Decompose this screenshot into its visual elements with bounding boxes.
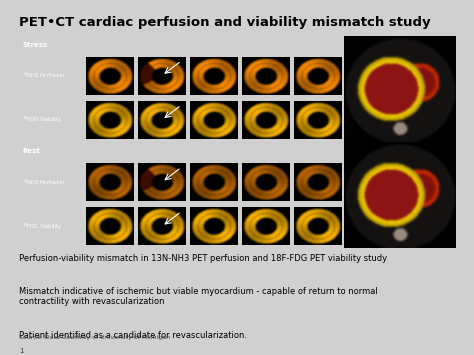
Text: $^{13}$NH3 Perfusion: $^{13}$NH3 Perfusion	[22, 178, 66, 187]
Text: $^{18}$FDG Viability: $^{18}$FDG Viability	[22, 221, 63, 231]
Text: Patient identified as a candidate for revascularization.: Patient identified as a candidate for re…	[19, 331, 247, 340]
Text: $^{18}$FDG Viability: $^{18}$FDG Viability	[22, 115, 63, 125]
Text: Mismatch indicative of ischemic but viable myocardium - capable of return to nor: Mismatch indicative of ischemic but viab…	[19, 287, 378, 306]
Text: PET•CT cardiac perfusion and viability mismatch study: PET•CT cardiac perfusion and viability m…	[19, 16, 430, 29]
Text: Rest: Rest	[22, 148, 40, 154]
Text: 1: 1	[19, 348, 23, 354]
Text: Source: Data Courtesy of University of Michigan: Source: Data Courtesy of University of M…	[19, 335, 170, 340]
Text: $^{13}$NH3 Perfusion: $^{13}$NH3 Perfusion	[22, 71, 66, 80]
Text: Perfusion-viability mismatch in 13N-NH3 PET perfusion and 18F-FDG PET viability : Perfusion-viability mismatch in 13N-NH3 …	[19, 254, 387, 263]
Text: Stress: Stress	[22, 42, 47, 48]
